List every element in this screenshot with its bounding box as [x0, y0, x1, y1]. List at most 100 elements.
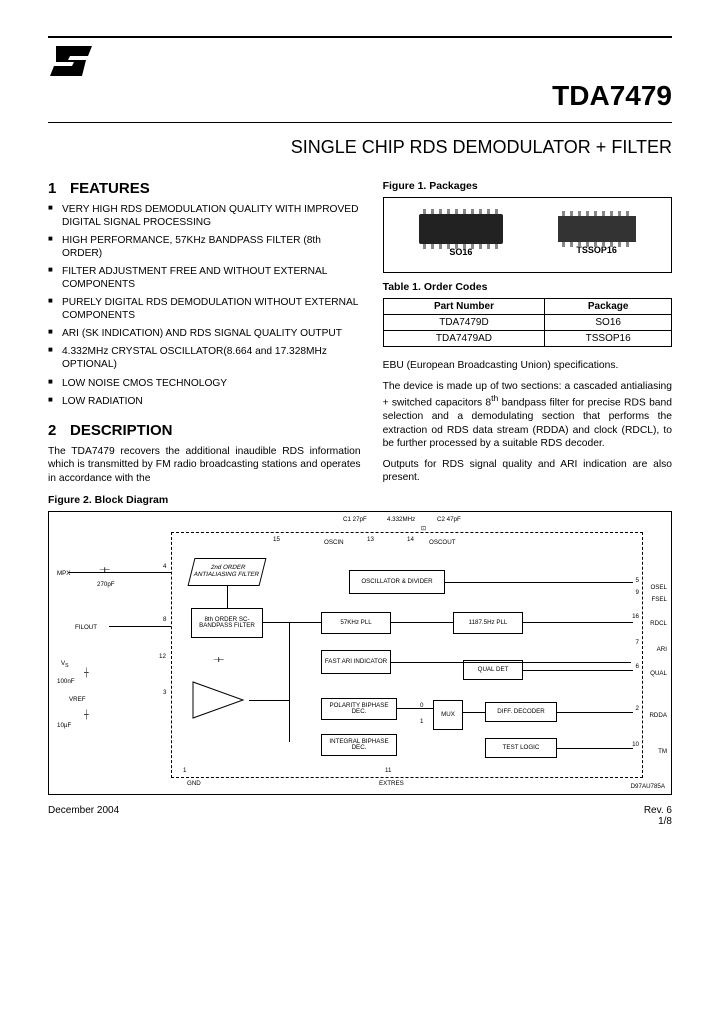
label-xtal: 4.332MHz — [387, 516, 415, 523]
order-codes-table: Part Number Package TDA7479D SO16 TDA747… — [383, 298, 672, 347]
pin-1: 1 — [183, 767, 186, 774]
footer-page: 1/8 — [658, 816, 672, 827]
page: TDA7479 SINGLE CHIP RDS DEMODULATOR + FI… — [0, 0, 720, 851]
pin-16: 16 — [632, 613, 639, 620]
label-c1: C1 27pF — [343, 516, 367, 523]
feature-item: PURELY DIGITAL RDS DEMODULATION WITHOUT … — [48, 296, 361, 322]
packages-box: SO16 TSSOP16 — [383, 197, 672, 273]
st-logo — [48, 42, 100, 80]
footer-right: Rev. 6 1/8 — [644, 805, 672, 827]
cap-vs-icon: ⊣⊢ — [82, 667, 90, 677]
feature-item: HIGH PERFORMANCE, 57KHz BANDPASS FILTER … — [48, 234, 361, 260]
pin-10: 10 — [632, 741, 639, 748]
opamp-icon — [189, 678, 249, 724]
pin-12: 12 — [159, 653, 166, 660]
two-column-layout: 1FEATURES VERY HIGH RDS DEMODULATION QUA… — [48, 180, 672, 492]
feature-item: LOW NOISE CMOS TECHNOLOGY — [48, 377, 361, 390]
figure1-caption: Figure 1. Packages — [383, 180, 672, 192]
features-heading: 1FEATURES — [48, 180, 361, 197]
footer: December 2004 Rev. 6 1/8 — [48, 805, 672, 827]
label-filout: FILOUT — [75, 624, 97, 631]
pin-11: 11 — [385, 767, 391, 774]
label-rdcl: RDCL — [650, 620, 667, 627]
features-title: FEATURES — [70, 180, 150, 197]
pin-15: 15 — [273, 536, 280, 543]
table1-caption: Table 1. Order Codes — [383, 281, 672, 293]
pin-6: 6 — [636, 663, 639, 670]
label-vref: VREF — [69, 696, 86, 703]
label-vs: VS — [61, 660, 69, 669]
label-osel: OSEL — [650, 584, 667, 591]
pin-14: 14 — [407, 536, 414, 543]
feature-item: LOW RADIATION — [48, 395, 361, 408]
vs-s: S — [65, 664, 68, 670]
top-rule — [48, 36, 672, 38]
label-ari: ARI — [657, 646, 667, 653]
chip-icon — [419, 214, 503, 244]
figure2-caption: Figure 2. Block Diagram — [48, 494, 672, 506]
label-10uf: 10µF — [57, 722, 71, 729]
block-antialiasing: 2nd ORDER ANTIALIASING FILTER — [188, 558, 267, 586]
td: TDA7479D — [383, 315, 545, 331]
block-ari: FAST ARI INDICATOR — [321, 650, 391, 674]
footer-rev: Rev. 6 — [644, 805, 672, 816]
block-pll1187: 1187.5Hz PLL — [453, 612, 523, 634]
block-pll57: 57KHz PLL — [321, 612, 391, 634]
pin-13: 13 — [367, 536, 374, 543]
features-num: 1 — [48, 180, 70, 197]
block-int: INTEGRAL BIPHASE DEC. — [321, 734, 397, 756]
td: TSSOP16 — [545, 331, 672, 347]
label-qual: QUAL — [650, 670, 667, 677]
label-oscout: OSCOUT — [429, 539, 455, 546]
td: TDA7479AD — [383, 331, 545, 347]
cap-vref-icon: ⊣⊢ — [82, 709, 90, 719]
feature-item: 4.332MHz CRYSTAL OSCILLATOR(8.664 and 17… — [48, 345, 361, 371]
chip-icon — [558, 216, 636, 242]
block-bandpass: 8th ORDER SC-BANDPASS FILTER — [191, 608, 263, 638]
label-c2: C2 47pF — [437, 516, 461, 523]
subtitle: SINGLE CHIP RDS DEMODULATOR + FILTER — [48, 137, 672, 158]
table-header-row: Part Number Package — [383, 299, 671, 315]
description-num: 2 — [48, 422, 70, 439]
left-column: 1FEATURES VERY HIGH RDS DEMODULATION QUA… — [48, 180, 361, 492]
block-test: TEST LOGIC — [485, 738, 557, 758]
pin-8: 8 — [163, 616, 166, 623]
package-so16: SO16 — [419, 214, 503, 257]
pin-4: 4 — [163, 563, 166, 570]
cap-fb-icon: ⊣⊢ — [213, 656, 223, 664]
block-osc: OSCILLATOR & DIVIDER — [349, 570, 445, 594]
mux-1: 1 — [420, 718, 423, 725]
pin-3: 3 — [163, 689, 166, 696]
pin-2: 2 — [636, 705, 639, 712]
feature-item: FILTER ADJUSTMENT FREE AND WITHOUT EXTER… — [48, 265, 361, 291]
description-heading: 2DESCRIPTION — [48, 422, 361, 439]
description-right-para2: The device is made up of two sections: a… — [383, 380, 672, 451]
label-oscin: OSCIN — [324, 539, 344, 546]
block-diff: DIFF. DECODER — [485, 702, 557, 722]
features-list: VERY HIGH RDS DEMODULATION QUALITY WITH … — [48, 203, 361, 408]
label-100nf: 100nF — [57, 678, 75, 685]
logo-row — [48, 42, 672, 80]
label-fsel: FSEL — [652, 596, 667, 603]
th-package: Package — [545, 299, 672, 315]
label-gnd: GND — [187, 780, 201, 787]
footer-date: December 2004 — [48, 805, 119, 827]
th-partnum: Part Number — [383, 299, 545, 315]
pin-7: 7 — [636, 639, 639, 646]
part-number: TDA7479 — [48, 80, 672, 112]
pin-5: 5 — [636, 577, 639, 584]
label-rdda: RDDA — [649, 712, 667, 719]
package-tssop16: TSSOP16 — [558, 216, 636, 255]
label-extres: EXTRES — [379, 780, 404, 787]
description-left-para: The TDA7479 recovers the additional inau… — [48, 445, 361, 486]
right-column: Figure 1. Packages SO16 TSSOP16 Table 1.… — [383, 180, 672, 492]
label-tm: TM — [658, 748, 667, 755]
label-rev: D97AU785A — [631, 783, 665, 790]
description-right-para1: EBU (European Broadcasting Union) specif… — [383, 359, 672, 373]
td: SO16 — [545, 315, 672, 331]
block-pol: POLARITY BIPHASE DEC. — [321, 698, 397, 720]
block-diagram: MPX ⊣⊢ 270pF 4 FILOUT 8 VS ⊣⊢ 100nF 12 V… — [48, 511, 672, 795]
table-row: TDA7479D SO16 — [383, 315, 671, 331]
xtal-icon: ⊡ — [421, 525, 426, 532]
description-title: DESCRIPTION — [70, 422, 173, 439]
